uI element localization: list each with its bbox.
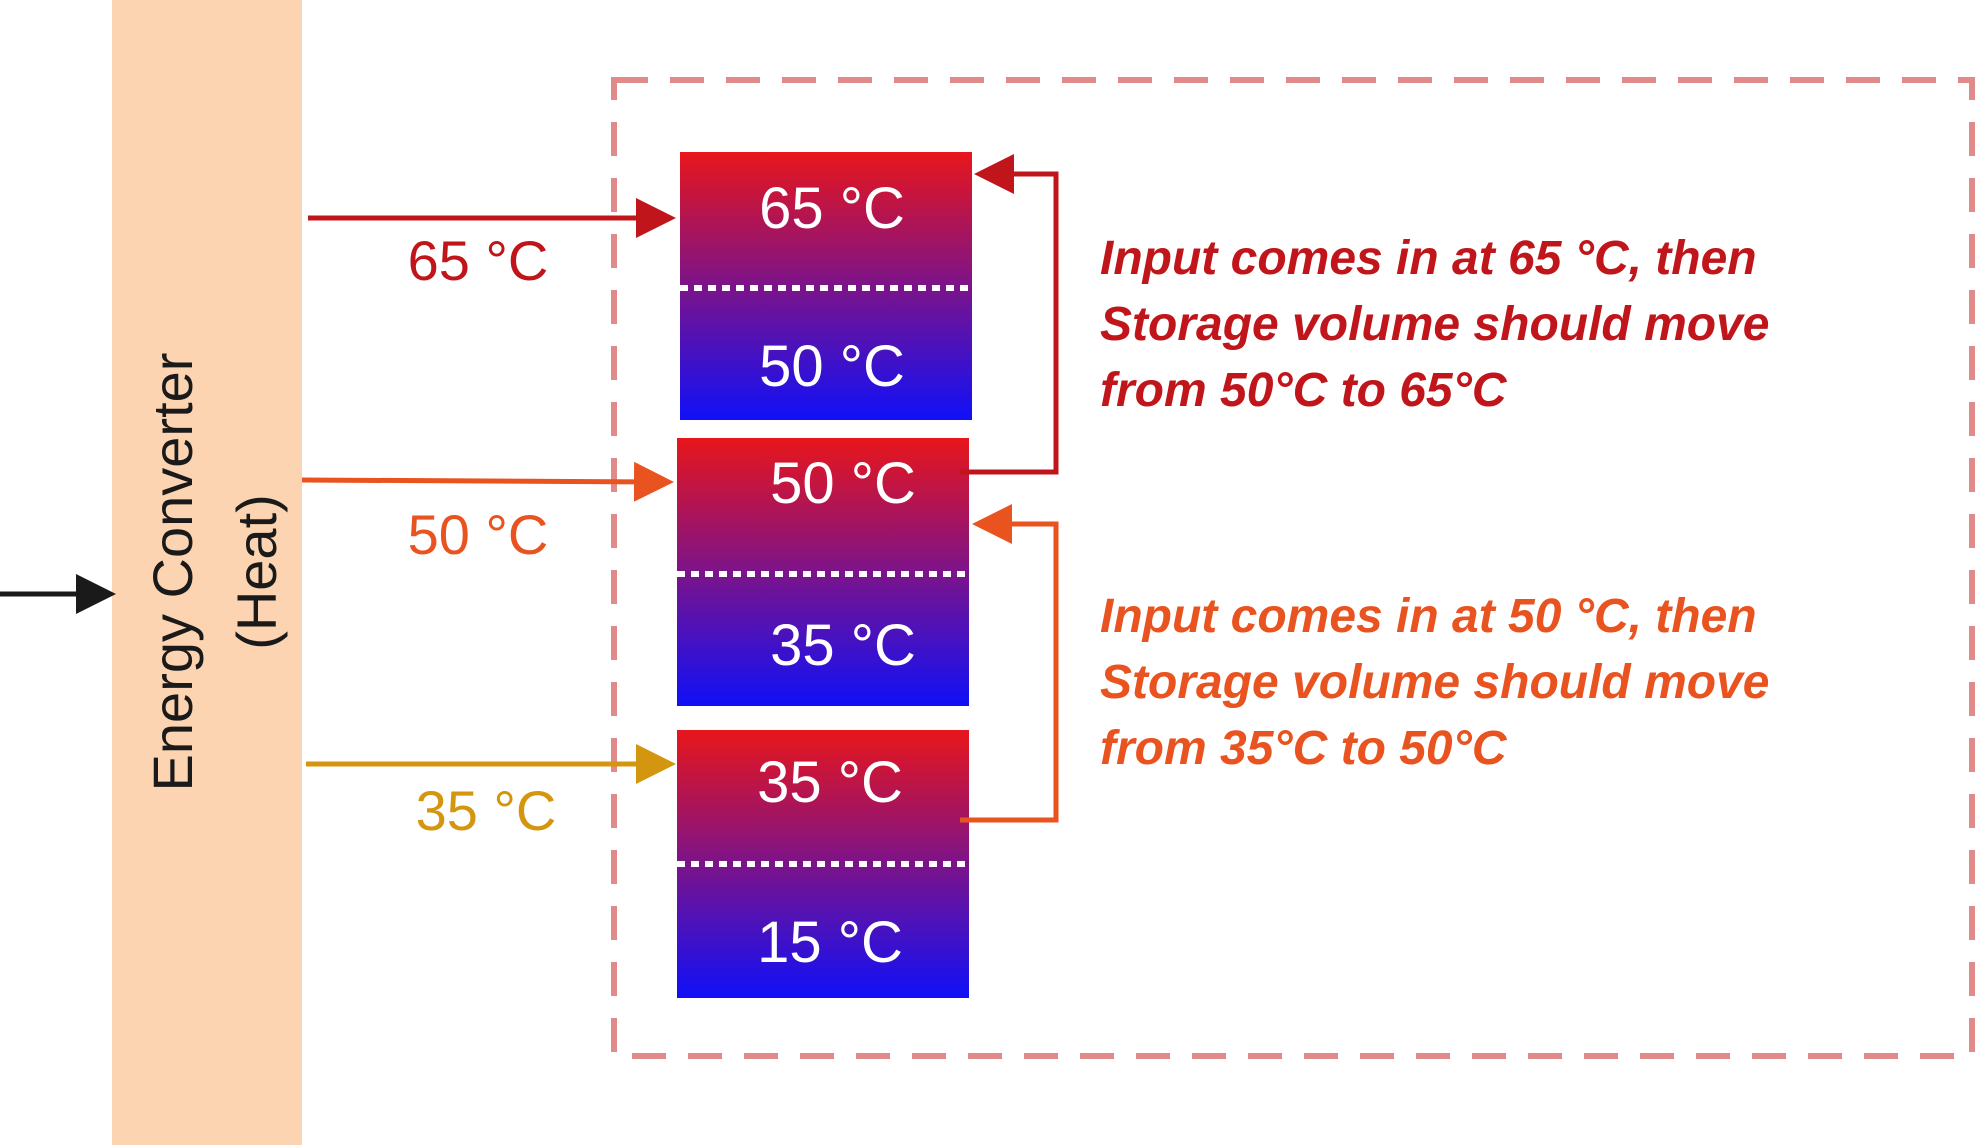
energy-converter-label-line2: (Heat): [225, 494, 288, 650]
note-50-line-2: Storage volume should move: [1100, 656, 1769, 709]
tank-2-top-label: 50 °C: [770, 451, 916, 516]
note-65: Input comes in at 65 °C, then Storage vo…: [1100, 232, 1769, 417]
note-65-line-3: from 50°C to 65°C: [1100, 364, 1508, 417]
input-label-65: 65 °C: [408, 229, 549, 292]
note-65-line-1: Input comes in at 65 °C, then: [1100, 232, 1757, 285]
tank-3-bottom-label: 15 °C: [757, 910, 903, 975]
transfer-arrow-50-to-65: [960, 154, 1059, 475]
storage-boundary: [611, 77, 1975, 1059]
storage-tank-2: 50 °C 35 °C: [677, 438, 969, 706]
energy-converter-block: [112, 0, 302, 1145]
input-label-50: 50 °C: [408, 503, 549, 566]
transfer-arrow-35-to-50: [960, 504, 1059, 823]
tank-3-top-label: 35 °C: [757, 750, 903, 815]
storage-tank-1: 65 °C 50 °C: [680, 152, 972, 420]
note-50-line-1: Input comes in at 50 °C, then: [1100, 590, 1757, 643]
tank-1-bottom-label: 50 °C: [759, 334, 905, 399]
input-arrow-50: [301, 461, 674, 502]
storage-tank-3: 35 °C 15 °C: [677, 730, 969, 998]
tank-2-bottom-label: 35 °C: [770, 613, 916, 678]
input-label-35: 35 °C: [416, 779, 557, 842]
note-65-line-2: Storage volume should move: [1100, 298, 1769, 351]
note-50-line-3: from 35°C to 50°C: [1100, 722, 1508, 775]
energy-converter-label-line1: Energy Converter: [141, 353, 204, 792]
tank-1-top-label: 65 °C: [759, 176, 905, 241]
note-50: Input comes in at 50 °C, then Storage vo…: [1100, 590, 1769, 775]
